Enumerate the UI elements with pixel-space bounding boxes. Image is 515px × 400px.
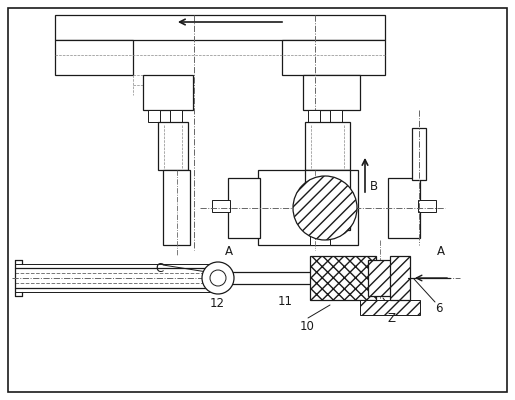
Text: 12: 12 xyxy=(210,297,225,310)
Text: A: A xyxy=(225,245,233,258)
Bar xyxy=(388,178,420,238)
Bar xyxy=(305,170,350,230)
Bar xyxy=(368,260,396,296)
Circle shape xyxy=(202,262,234,294)
Bar xyxy=(360,300,420,315)
Bar xyxy=(55,15,385,40)
Text: Z: Z xyxy=(387,312,395,325)
Bar xyxy=(282,40,385,75)
Bar xyxy=(148,110,160,122)
Text: 11: 11 xyxy=(278,295,293,308)
Circle shape xyxy=(210,270,226,286)
Bar xyxy=(55,40,133,75)
Bar xyxy=(308,110,320,122)
Bar xyxy=(170,110,182,122)
Bar xyxy=(330,110,342,122)
Bar xyxy=(412,128,426,180)
Text: B: B xyxy=(370,180,378,193)
Bar xyxy=(390,256,410,300)
Bar xyxy=(305,122,350,170)
Bar xyxy=(258,170,358,245)
Text: 10: 10 xyxy=(300,320,315,333)
Text: C: C xyxy=(155,262,163,275)
Circle shape xyxy=(293,176,357,240)
Bar xyxy=(143,75,193,110)
Text: A: A xyxy=(437,245,445,258)
Bar xyxy=(212,200,230,212)
Bar xyxy=(228,272,376,284)
Bar xyxy=(303,75,360,110)
Text: 6: 6 xyxy=(435,302,442,315)
Bar xyxy=(163,170,190,245)
Bar xyxy=(228,178,260,238)
Bar xyxy=(158,122,188,170)
Bar xyxy=(310,170,330,182)
Bar xyxy=(310,256,376,300)
Bar xyxy=(418,200,436,212)
Bar xyxy=(310,233,330,245)
